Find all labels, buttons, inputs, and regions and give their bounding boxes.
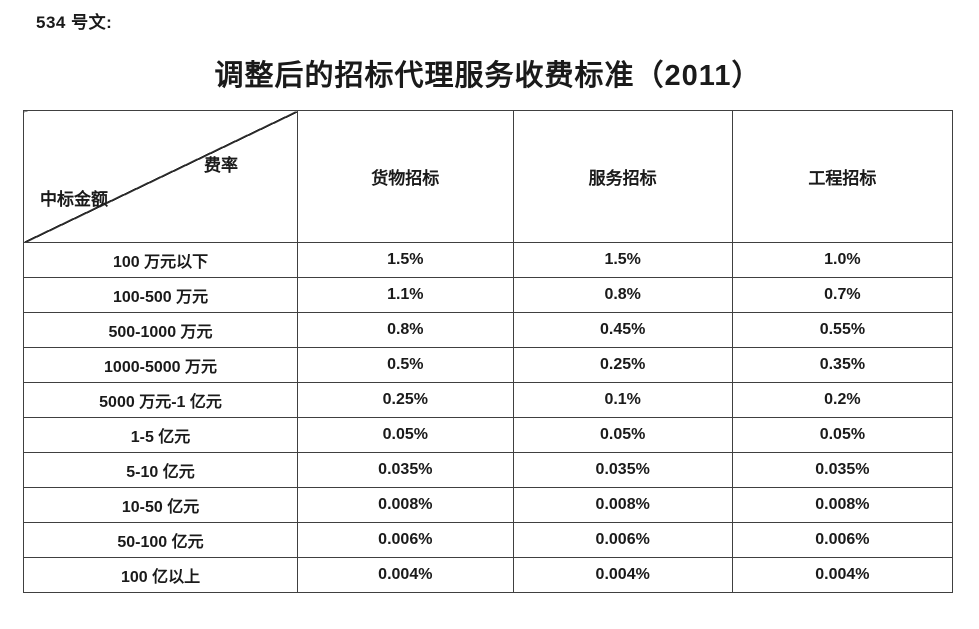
table-row: 5-10 亿元 0.035% 0.035% 0.035% <box>22 452 954 488</box>
rate-value-cell: 0.45% <box>512 312 733 348</box>
rate-value-cell: 0.004% <box>512 557 733 593</box>
header-row: 费率 中标金额 货物招标 服务招标 工程招标 <box>22 110 954 243</box>
rate-value-cell: 0.008% <box>512 487 733 523</box>
row-label-bid-amount: 100-500 万元 <box>22 277 299 313</box>
corner-label-rate: 费率 <box>204 156 238 175</box>
rate-value-cell: 1.0% <box>731 242 954 278</box>
page-title: 调整后的招标代理服务收费标准（2011） <box>214 60 762 92</box>
rate-value-cell: 0.8% <box>297 312 514 348</box>
row-label-bid-amount: 5000 万元-1 亿元 <box>22 382 299 418</box>
table-row: 50-100 亿元 0.006% 0.006% 0.006% <box>22 522 954 558</box>
column-header-service-tender: 服务招标 <box>512 110 733 243</box>
row-label-bid-amount: 5-10 亿元 <box>22 452 299 488</box>
rate-value-cell: 1.5% <box>297 242 514 278</box>
table-row: 100 亿以上 0.004% 0.004% 0.004% <box>22 557 954 593</box>
rate-value-cell: 0.008% <box>731 487 954 523</box>
rate-value-cell: 0.035% <box>512 452 733 488</box>
table-header: 费率 中标金额 货物招标 服务招标 工程招标 <box>22 110 954 243</box>
table-row: 1-5 亿元 0.05% 0.05% 0.05% <box>22 417 954 453</box>
rate-value-cell: 0.05% <box>731 417 954 453</box>
table-row: 500-1000 万元 0.8% 0.45% 0.55% <box>22 312 954 348</box>
rate-value-cell: 0.006% <box>512 522 733 558</box>
rate-value-cell: 0.5% <box>297 347 514 383</box>
table-row: 100 万元以下 1.5% 1.5% 1.0% <box>22 242 954 278</box>
rate-value-cell: 0.25% <box>297 382 514 418</box>
rate-value-cell: 0.035% <box>731 452 954 488</box>
doc-number-label: 534 号文: <box>36 13 113 32</box>
row-label-bid-amount: 1-5 亿元 <box>22 417 299 453</box>
row-label-bid-amount: 50-100 亿元 <box>22 522 299 558</box>
rate-value-cell: 0.1% <box>512 382 733 418</box>
rate-value-cell: 0.006% <box>731 522 954 558</box>
fee-table-body: 100 万元以下 1.5% 1.5% 1.0% 100-500 万元 1.1% 0.8% 0.… <box>22 242 954 593</box>
row-label-bid-amount: 100 亿以上 <box>22 557 299 593</box>
table-row: 10-50 亿元 0.008% 0.008% 0.008% <box>22 487 954 523</box>
table-row: 1000-5000 万元 0.5% 0.25% 0.35% <box>22 347 954 383</box>
row-label-bid-amount: 1000-5000 万元 <box>22 347 299 383</box>
rate-value-cell: 0.006% <box>297 522 514 558</box>
rate-value-cell: 0.004% <box>297 557 514 593</box>
rate-value-cell: 0.004% <box>731 557 954 593</box>
row-label-bid-amount: 100 万元以下 <box>22 242 299 278</box>
rate-value-cell: 0.05% <box>297 417 514 453</box>
row-label-bid-amount: 500-1000 万元 <box>22 312 299 348</box>
rate-value-cell: 0.035% <box>297 452 514 488</box>
rate-value-cell: 0.05% <box>512 417 733 453</box>
rate-value-cell: 0.2% <box>731 382 954 418</box>
rate-value-cell: 0.7% <box>731 277 954 313</box>
column-header-goods-tender: 货物招标 <box>297 110 514 243</box>
rate-value-cell: 0.8% <box>512 277 733 313</box>
diagonal-split-header-cell: 费率 中标金额 <box>22 110 299 243</box>
rate-value-cell: 0.008% <box>297 487 514 523</box>
corner-label-bid-amount: 中标金额 <box>40 190 108 209</box>
rate-value-cell: 0.25% <box>512 347 733 383</box>
rate-value-cell: 0.35% <box>731 347 954 383</box>
table-row: 5000 万元-1 亿元 0.25% 0.1% 0.2% <box>22 382 954 418</box>
rate-value-cell: 1.1% <box>297 277 514 313</box>
fee-rate-table: 费率 中标金额 货物招标 服务招标 工程招标 100 万元以下 1.5% 1.5% 1… <box>22 110 954 593</box>
rate-value-cell: 0.55% <box>731 312 954 348</box>
rate-value-cell: 1.5% <box>512 242 733 278</box>
column-header-engineering-tender: 工程招标 <box>731 110 954 243</box>
table-row: 100-500 万元 1.1% 0.8% 0.7% <box>22 277 954 313</box>
row-label-bid-amount: 10-50 亿元 <box>22 487 299 523</box>
